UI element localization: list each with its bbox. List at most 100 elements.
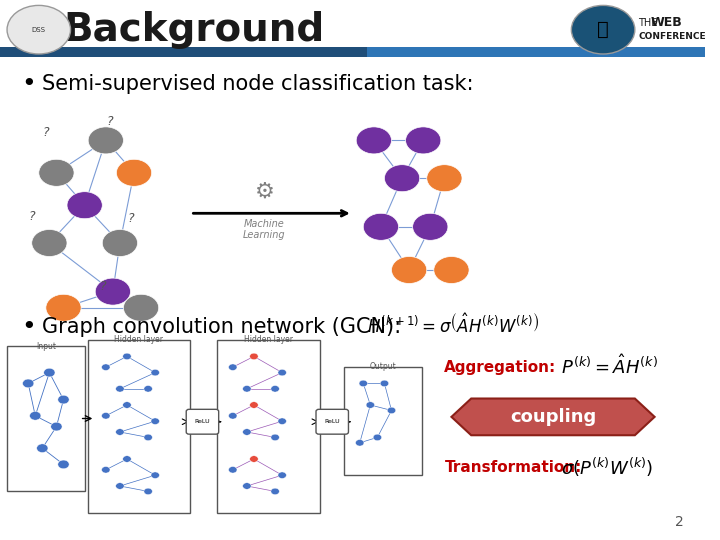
Circle shape <box>572 5 635 54</box>
Text: 🐎: 🐎 <box>597 20 609 39</box>
Text: WEB: WEB <box>650 16 682 29</box>
Circle shape <box>366 402 374 408</box>
Text: Aggregation:: Aggregation: <box>444 360 557 375</box>
Circle shape <box>116 483 124 489</box>
Circle shape <box>67 192 102 219</box>
Circle shape <box>144 434 153 441</box>
Circle shape <box>243 386 251 392</box>
Circle shape <box>250 456 258 462</box>
Text: 2: 2 <box>675 515 684 529</box>
FancyBboxPatch shape <box>186 409 219 434</box>
Circle shape <box>39 159 74 186</box>
Circle shape <box>117 159 152 186</box>
Text: Hidden layer: Hidden layer <box>114 335 163 343</box>
Circle shape <box>271 488 279 495</box>
Circle shape <box>144 488 153 495</box>
Text: Background: Background <box>63 11 325 49</box>
Circle shape <box>250 402 258 408</box>
Circle shape <box>102 230 138 256</box>
FancyBboxPatch shape <box>344 367 422 475</box>
Circle shape <box>250 353 258 360</box>
Text: Output: Output <box>369 362 397 370</box>
Circle shape <box>122 353 131 360</box>
Circle shape <box>102 413 110 419</box>
Text: ?: ? <box>42 126 49 139</box>
Circle shape <box>356 127 392 154</box>
Text: Hidden layer: Hidden layer <box>243 335 292 343</box>
Circle shape <box>271 434 279 441</box>
Circle shape <box>88 127 123 154</box>
Circle shape <box>58 395 69 404</box>
Circle shape <box>58 460 69 469</box>
Circle shape <box>364 213 399 240</box>
Text: Machine
Learning: Machine Learning <box>243 219 286 240</box>
Circle shape <box>22 379 34 388</box>
Circle shape <box>278 472 287 478</box>
Circle shape <box>123 294 158 321</box>
Circle shape <box>44 368 55 377</box>
Text: ⚙: ⚙ <box>254 181 274 202</box>
Circle shape <box>102 364 110 370</box>
Text: Semi-supervised node classification task:: Semi-supervised node classification task… <box>42 73 474 94</box>
Circle shape <box>51 422 62 431</box>
FancyBboxPatch shape <box>217 340 320 513</box>
Text: ReLU: ReLU <box>194 419 210 424</box>
FancyBboxPatch shape <box>88 340 191 513</box>
Circle shape <box>30 411 41 420</box>
Circle shape <box>427 165 462 192</box>
Text: ?: ? <box>28 210 35 222</box>
Circle shape <box>116 386 124 392</box>
Circle shape <box>122 402 131 408</box>
Text: DSS: DSS <box>32 26 46 33</box>
Text: Transformation:: Transformation: <box>444 460 582 475</box>
Circle shape <box>243 483 251 489</box>
Circle shape <box>243 429 251 435</box>
Circle shape <box>37 444 48 453</box>
Text: Input: Input <box>36 342 56 351</box>
Text: Graph convolution network (GCN):: Graph convolution network (GCN): <box>42 316 402 337</box>
Text: coupling: coupling <box>510 408 596 426</box>
Circle shape <box>151 418 159 424</box>
Circle shape <box>228 364 237 370</box>
Text: ?: ? <box>99 280 106 293</box>
Circle shape <box>380 380 389 387</box>
Circle shape <box>151 369 159 376</box>
Circle shape <box>144 386 153 392</box>
Text: $P^{(k)} = \hat{A}H^{(k)}$: $P^{(k)} = \hat{A}H^{(k)}$ <box>561 354 658 378</box>
Circle shape <box>46 294 81 321</box>
Circle shape <box>359 380 367 387</box>
Circle shape <box>228 467 237 473</box>
FancyBboxPatch shape <box>366 47 706 57</box>
Text: ?: ? <box>127 212 134 225</box>
Circle shape <box>384 165 420 192</box>
Circle shape <box>95 278 130 305</box>
Circle shape <box>356 440 364 446</box>
Text: •: • <box>21 315 36 339</box>
Circle shape <box>32 230 67 256</box>
Circle shape <box>7 5 71 54</box>
Circle shape <box>413 213 448 240</box>
Polygon shape <box>451 399 654 435</box>
Text: $\sigma\left(P^{(k)}W^{(k)}\right)$: $\sigma\left(P^{(k)}W^{(k)}\right)$ <box>561 456 653 478</box>
Circle shape <box>271 386 279 392</box>
Circle shape <box>122 456 131 462</box>
Text: CONFERENCE: CONFERENCE <box>639 32 706 40</box>
Circle shape <box>102 467 110 473</box>
Text: •: • <box>21 72 36 96</box>
Circle shape <box>405 127 441 154</box>
FancyBboxPatch shape <box>7 346 85 491</box>
Circle shape <box>278 418 287 424</box>
Circle shape <box>392 256 427 284</box>
FancyBboxPatch shape <box>316 409 348 434</box>
Text: THE: THE <box>639 18 658 28</box>
Circle shape <box>387 407 396 414</box>
Text: ?: ? <box>106 115 112 128</box>
Circle shape <box>278 369 287 376</box>
Circle shape <box>373 434 382 441</box>
Circle shape <box>228 413 237 419</box>
Circle shape <box>151 472 159 478</box>
Text: ReLU: ReLU <box>325 419 340 424</box>
FancyBboxPatch shape <box>0 47 366 57</box>
Text: $H^{(k+1)} = \sigma\left(\hat{A}H^{(k)}W^{(k)}\right)$: $H^{(k+1)} = \sigma\left(\hat{A}H^{(k)}W… <box>366 314 539 338</box>
Circle shape <box>434 256 469 284</box>
